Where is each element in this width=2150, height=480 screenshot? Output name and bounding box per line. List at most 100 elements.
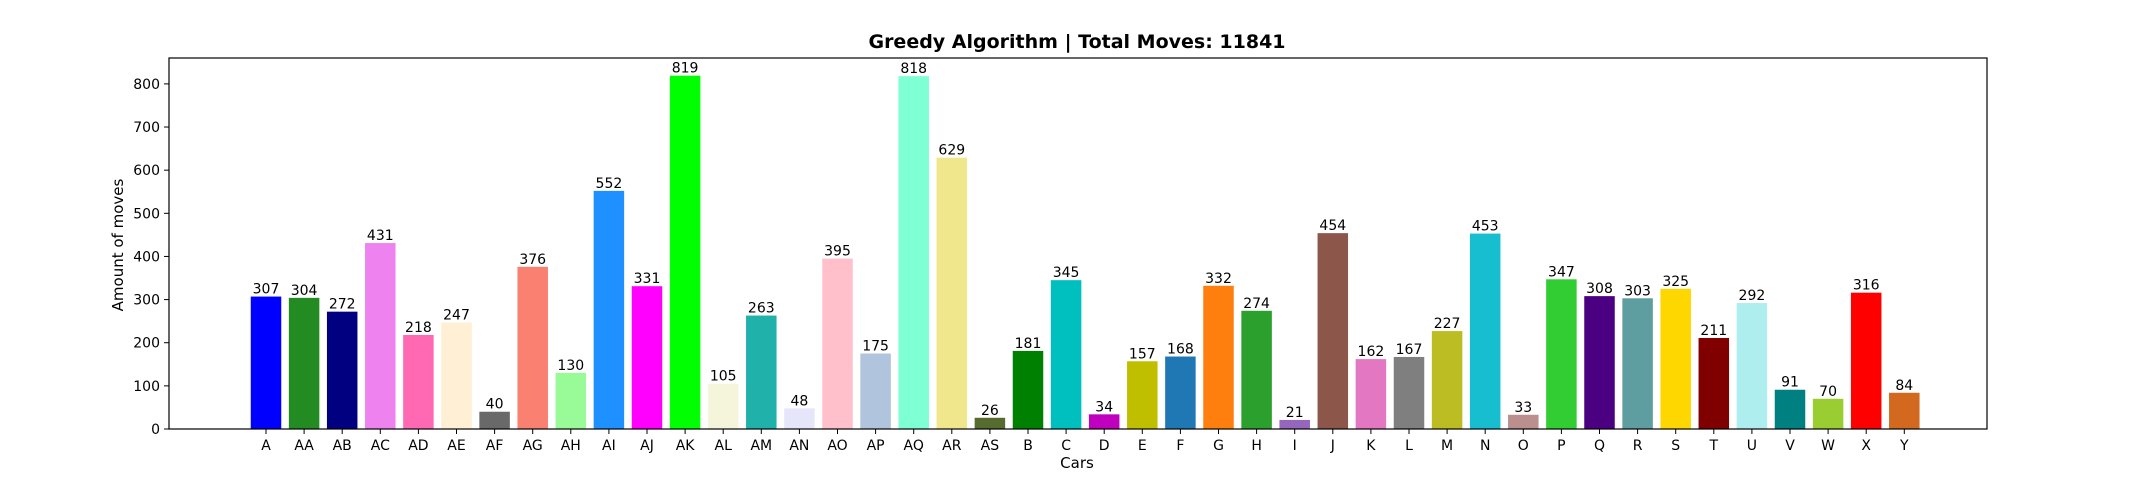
data-label-D: 34 xyxy=(1095,399,1113,415)
x-tick-label-W: W xyxy=(1821,438,1835,454)
x-tick-label-V: V xyxy=(1785,438,1795,454)
y-tick-label-200: 200 xyxy=(133,336,160,352)
bar-V xyxy=(1774,389,1806,429)
data-label-C: 345 xyxy=(1053,265,1080,281)
bar-AO xyxy=(822,258,853,429)
x-tick-label-AK: AK xyxy=(676,438,696,454)
bar-AL xyxy=(707,383,739,429)
x-tick-label-T: T xyxy=(1709,438,1719,454)
x-tick-label-X: X xyxy=(1861,438,1871,454)
data-label-AK: 819 xyxy=(672,61,699,77)
bar-T xyxy=(1698,337,1730,429)
bar-N xyxy=(1469,233,1501,429)
x-tick-label-R: R xyxy=(1633,438,1643,454)
bar-U xyxy=(1736,303,1768,429)
x-tick-label-AH: AH xyxy=(561,438,581,454)
bar-B xyxy=(1012,350,1044,429)
data-label-P: 347 xyxy=(1548,264,1575,280)
bars-group xyxy=(250,75,1920,430)
data-label-AO: 395 xyxy=(824,244,851,260)
x-tick-label-M: M xyxy=(1441,438,1453,454)
bar-AH xyxy=(555,372,587,429)
x-tick-label-H: H xyxy=(1251,438,1262,454)
data-label-AR: 629 xyxy=(938,143,965,159)
data-label-X: 316 xyxy=(1853,278,1880,294)
x-tick-label-AJ: AJ xyxy=(640,438,654,454)
bar-AB xyxy=(326,311,358,429)
data-label-AC: 431 xyxy=(367,228,394,244)
bar-AS xyxy=(974,417,1006,429)
data-label-AM: 263 xyxy=(748,301,775,317)
data-label-U: 292 xyxy=(1739,288,1766,304)
bar-X xyxy=(1850,292,1882,429)
data-label-E: 157 xyxy=(1129,346,1156,362)
data-label-AE: 247 xyxy=(443,307,470,323)
x-tick-label-L: L xyxy=(1405,438,1413,454)
x-tick-label-AD: AD xyxy=(408,438,428,454)
x-tick-label-AP: AP xyxy=(867,438,885,454)
y-tick-label-600: 600 xyxy=(133,163,160,179)
x-tick-label-J: J xyxy=(1330,438,1335,454)
bar-AD xyxy=(403,334,434,429)
x-tick-label-U: U xyxy=(1747,438,1757,454)
x-axis-ticks: A AA AB AC AD AE AF AG AH AI AJ AK AL AM AN AO AP AQ AR AS B… xyxy=(261,429,1909,454)
data-label-M: 227 xyxy=(1434,316,1461,332)
x-tick-label-AR: AR xyxy=(942,438,962,454)
data-label-G: 332 xyxy=(1205,271,1232,287)
bar-J xyxy=(1317,233,1349,429)
y-tick-label-400: 400 xyxy=(133,249,160,265)
bar-M xyxy=(1431,331,1463,429)
bar-AC xyxy=(365,243,396,429)
data-label-AI: 552 xyxy=(596,176,623,192)
x-tick-label-AO: AO xyxy=(827,438,847,454)
y-tick-label-0: 0 xyxy=(151,422,160,438)
data-label-L: 167 xyxy=(1396,342,1423,358)
bar-I xyxy=(1279,419,1310,429)
data-label-Y: 84 xyxy=(1895,378,1913,394)
data-label-O: 33 xyxy=(1514,400,1532,416)
bar-K xyxy=(1355,359,1387,429)
bar-F xyxy=(1165,356,1196,429)
x-axis-label: Cars xyxy=(1060,454,1094,472)
plot-frame xyxy=(168,57,1988,430)
data-label-J: 454 xyxy=(1319,218,1346,234)
data-labels-group: 307 304 272 431 218 247 40 376 130 552 331 819 105 26… xyxy=(253,61,1914,421)
data-label-S: 325 xyxy=(1662,274,1689,290)
x-tick-label-O: O xyxy=(1518,438,1529,454)
x-tick-label-Q: Q xyxy=(1594,438,1605,454)
data-label-AS: 26 xyxy=(981,403,999,419)
bar-AI xyxy=(593,190,625,429)
bar-H xyxy=(1241,310,1272,429)
x-tick-label-Y: Y xyxy=(1899,438,1909,454)
y-tick-label-700: 700 xyxy=(133,120,160,136)
data-label-AQ: 818 xyxy=(900,61,927,77)
y-axis-label: Amount of moves xyxy=(109,178,127,311)
data-label-AL: 105 xyxy=(710,369,737,385)
x-tick-label-AS: AS xyxy=(981,438,1000,454)
bar-C xyxy=(1050,280,1082,429)
bar-AK xyxy=(669,75,701,430)
data-label-N: 453 xyxy=(1472,219,1499,235)
bar-E xyxy=(1127,361,1158,429)
x-tick-label-N: N xyxy=(1480,438,1490,454)
x-tick-label-AA: AA xyxy=(294,438,314,454)
data-label-AD: 218 xyxy=(405,320,432,336)
data-label-B: 181 xyxy=(1015,336,1042,352)
bar-G xyxy=(1203,285,1234,429)
data-label-Q: 308 xyxy=(1586,281,1613,297)
x-tick-label-AF: AF xyxy=(486,438,504,454)
x-tick-label-AI: AI xyxy=(602,438,616,454)
y-axis-ticks: 0 100 200 300 400 500 600 700 800 xyxy=(133,77,169,438)
bar-A xyxy=(250,296,282,429)
data-label-I: 21 xyxy=(1286,405,1304,421)
x-tick-label-E: E xyxy=(1138,438,1147,454)
bar-Q xyxy=(1584,296,1615,429)
data-label-AJ: 331 xyxy=(634,271,661,287)
x-tick-label-K: K xyxy=(1366,438,1376,454)
x-tick-label-C: C xyxy=(1061,438,1071,454)
data-label-V: 91 xyxy=(1781,375,1799,391)
data-label-AG: 376 xyxy=(519,252,546,268)
x-tick-label-AN: AN xyxy=(789,438,809,454)
bar-AN xyxy=(784,408,815,429)
